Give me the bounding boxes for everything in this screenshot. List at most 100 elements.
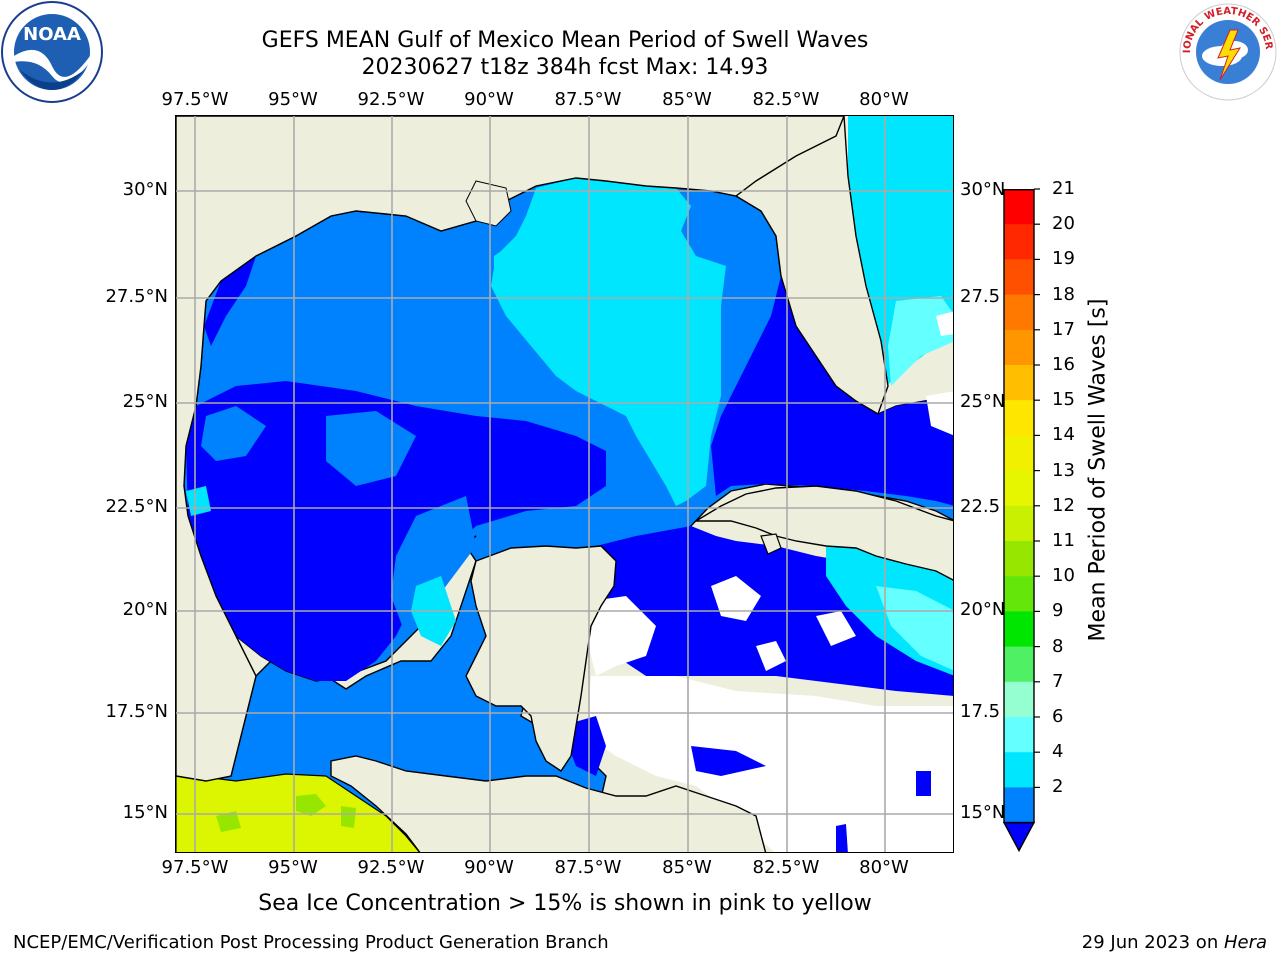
colorbar-segment: [1004, 189, 1034, 225]
pacific-green-patch: [341, 806, 356, 828]
noaa-logo-icon: NOAA: [1, 1, 103, 103]
colorbar-segment: [1004, 646, 1034, 683]
colorbar-segment: [1004, 259, 1034, 296]
no-data-area: [936, 311, 953, 336]
no-data-area: [711, 576, 761, 621]
lat-tick-right: 30°N: [960, 179, 1006, 200]
dark-blue-region: [916, 771, 931, 796]
lon-tick-bottom: 87.5°W: [554, 857, 622, 878]
lon-tick-top: 80°W: [859, 89, 909, 110]
colorbar-label: Mean Period of Swell Waves [s]: [1085, 298, 1111, 642]
lat-tick-left: 25°N: [122, 391, 168, 412]
colorbar-segment: [1004, 787, 1034, 824]
lat-tick-right: 22.5: [960, 496, 1001, 517]
lon-tick-top: 95°W: [268, 89, 318, 110]
colorbar-tick-label: 14: [1052, 424, 1075, 446]
footer-credit: NCEP/EMC/Verification Post Processing Pr…: [13, 932, 609, 953]
cyan-patch: [494, 241, 531, 281]
no-data-area: [586, 596, 656, 676]
pacific-green-patch: [216, 811, 241, 832]
lon-tick-top: 85°W: [662, 89, 712, 110]
lat-tick-left: 20°N: [122, 599, 168, 620]
colorbar-outline: [1003, 188, 1035, 824]
footer-machine: Hera: [1223, 932, 1267, 953]
lon-tick-bottom: 85°W: [662, 857, 712, 878]
colorbar-tick-label: 11: [1052, 530, 1075, 551]
colorbar-segment: [1004, 435, 1034, 472]
lat-tick-right: 25°N: [960, 391, 1006, 412]
lon-tick-top: 92.5°W: [357, 89, 425, 110]
pacific-green-patch: [296, 794, 326, 816]
colorbar-tick-label: 12: [1052, 494, 1075, 516]
lat-tick-right: 17.5: [960, 701, 1001, 722]
lat-tick-right: 20°N: [960, 599, 1006, 620]
lon-tick-bottom: 90°W: [464, 857, 514, 878]
colorbar-segment: [1004, 224, 1034, 260]
dark-blue-region: [836, 824, 848, 852]
colorbar-tick-label: 9: [1052, 600, 1064, 622]
lat-tick-left: 15°N: [122, 802, 168, 823]
lon-tick-top: 97.5°W: [161, 89, 229, 110]
caribbean-light: [876, 586, 953, 671]
colorbar-segment: [1004, 576, 1034, 612]
map-grid: [176, 116, 953, 852]
mid-blue-patch: [201, 406, 266, 461]
lon-tick-bottom: 80°W: [859, 857, 909, 878]
colorbar-tick-label: 4: [1052, 741, 1064, 763]
mid-blue-patch: [326, 411, 416, 486]
lon-tick-bottom: 82.5°W: [752, 857, 820, 878]
colorbar-segment: [1004, 470, 1034, 507]
lon-tick-top: 82.5°W: [752, 89, 820, 110]
no-data-area: [756, 641, 786, 671]
lon-tick-top: 87.5°W: [554, 89, 622, 110]
yucatan-land: [465, 545, 617, 772]
colorbar-segment: [1004, 681, 1034, 718]
colorbar-tick-label: 19: [1052, 248, 1075, 270]
chart-subtitle: 20230627 t18z 384h fcst Max: 14.93: [361, 55, 769, 80]
colorbar-segment: [1004, 611, 1034, 648]
cyan-region: [491, 178, 726, 506]
no-data-area: [586, 676, 953, 852]
cuba-island-detail: [760, 533, 782, 555]
colorbar-tick-label: 16: [1052, 354, 1075, 375]
colorbar: [1002, 188, 1040, 853]
lat-tick-right: 15°N: [960, 802, 1006, 823]
colorbar-extend-arrow: [1002, 821, 1036, 853]
colorbar-tick-label: 8: [1052, 635, 1064, 657]
colorbar-segment: [1004, 364, 1034, 401]
colorbar-tick-label: 20: [1052, 213, 1075, 235]
dark-blue-region: [691, 746, 766, 776]
mid-blue-patch: [391, 496, 476, 636]
lon-tick-bottom: 95°W: [268, 857, 318, 878]
colorbar-segment: [1004, 716, 1034, 753]
map-panel: [175, 115, 954, 853]
delta-land: [465, 180, 512, 227]
dark-blue-region: [186, 381, 606, 681]
colorbar-tick-label: 18: [1052, 283, 1075, 305]
lon-tick-bottom: 97.5°W: [161, 857, 229, 878]
colorbar-segment: [1004, 540, 1034, 577]
colorbar-tick-label: 6: [1052, 706, 1064, 727]
colorbar-tick-label: 2: [1052, 776, 1064, 798]
lat-tick-left: 30°N: [122, 179, 168, 200]
colorbar-segment: [1004, 505, 1034, 542]
swell-period-map: [176, 116, 953, 852]
cuba-land: [693, 485, 953, 581]
lat-tick-right: 27.5: [960, 286, 1001, 307]
footer-date-text: 29 Jun 2023 on: [1081, 932, 1224, 953]
central-america-land: [330, 755, 767, 852]
chart-title: GEFS MEAN Gulf of Mexico Mean Period of …: [261, 28, 869, 53]
colorbar-tick-label: 10: [1052, 565, 1075, 587]
colorbar-tick-label: 17: [1052, 318, 1075, 340]
sea-ice-note: Sea Ice Concentration > 15% is shown in …: [258, 891, 872, 916]
colorbar-tick-label: 13: [1052, 459, 1075, 481]
colorbar-tick-label: 15: [1052, 389, 1075, 411]
lon-tick-top: 90°W: [464, 89, 514, 110]
colorbar-tick-label: 7: [1052, 670, 1064, 692]
colorbar-tick-label: 21: [1052, 178, 1075, 199]
no-data-area: [816, 611, 856, 646]
colorbar-segment: [1004, 400, 1034, 436]
lat-tick-left: 27.5°N: [105, 286, 168, 307]
footer-date: 29 Jun 2023 on Hera: [1082, 932, 1267, 954]
national-weather-service-logo-icon: NATIONAL WEATHER SERVICE: [1176, 0, 1277, 101]
